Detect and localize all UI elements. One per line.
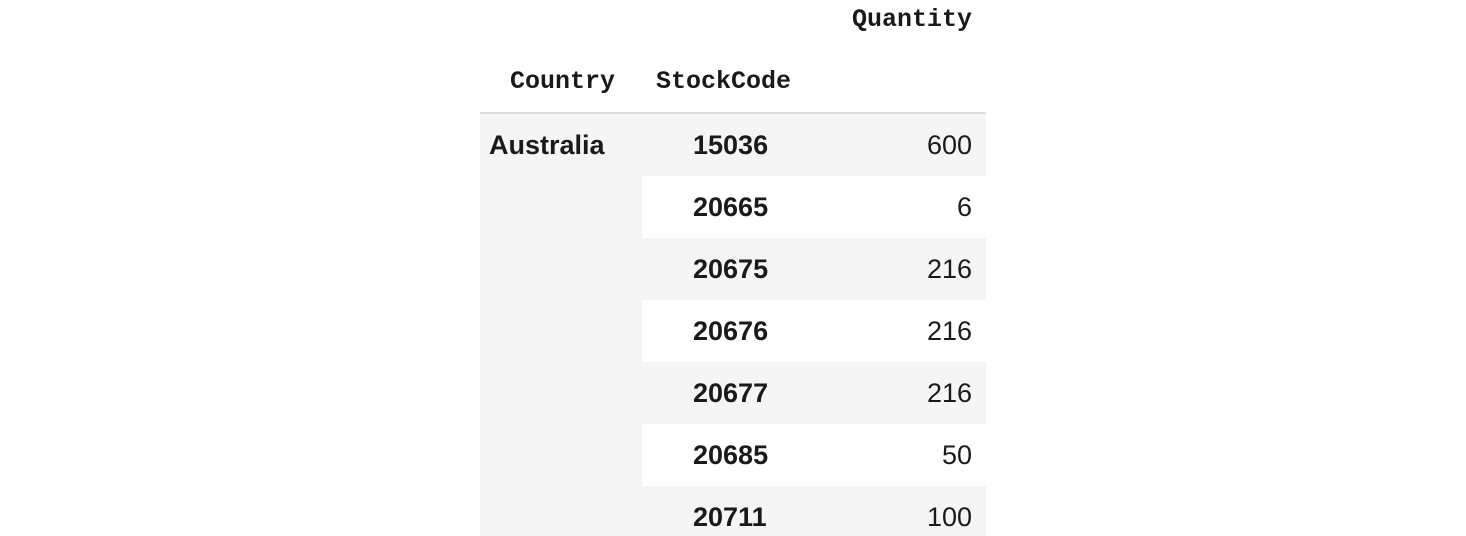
column-header-quantity: Quantity (851, 5, 972, 34)
stockcode-cell: 15036 (693, 130, 769, 160)
table-row: 20676 216 (642, 300, 986, 362)
quantity-cell: 600 (926, 130, 972, 160)
stockcode-cell: 20676 (693, 316, 769, 346)
stockcode-cell: 20711 (693, 502, 767, 532)
quantity-cell: 6 (956, 192, 972, 222)
country-index-cell: Australia (480, 114, 642, 536)
index-header-country: Country (510, 67, 616, 96)
quantity-cell: 50 (941, 440, 972, 470)
quantity-cell: 216 (926, 254, 972, 284)
stockcode-cell: 20665 (693, 192, 769, 222)
table-row: 20665 6 (642, 176, 986, 238)
quantity-cell: 216 (926, 316, 972, 346)
dataframe-table: Quantity Country StockCode Australia 150… (480, 0, 986, 536)
stockcode-cell: 20677 (693, 378, 769, 408)
stockcode-cell: 20685 (693, 440, 769, 470)
quantity-cell: 216 (926, 378, 972, 408)
table-row: 15036 600 (642, 114, 986, 176)
country-label: Australia (489, 130, 605, 160)
table-row: 20685 50 (642, 424, 986, 486)
stockcode-cell: 20675 (693, 254, 769, 284)
table-row: 20675 216 (642, 238, 986, 300)
index-header-stockcode: StockCode (656, 67, 792, 96)
table-row: 20677 216 (642, 362, 986, 424)
table-row: 20711 100 (642, 486, 986, 536)
quantity-cell: 100 (926, 502, 972, 532)
header-divider (480, 112, 986, 114)
